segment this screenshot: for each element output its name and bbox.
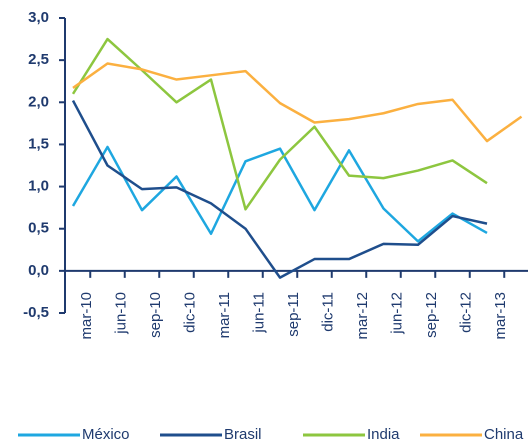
y-tick-label: 2,0 <box>28 93 49 110</box>
x-tick-label: jun-11 <box>250 292 267 334</box>
legend-label: China <box>484 426 524 443</box>
y-tick-label: -0,5 <box>23 304 49 321</box>
x-tick-label: mar-12 <box>354 292 371 340</box>
series-line <box>72 62 523 143</box>
x-tick-label: dic-10 <box>181 292 198 333</box>
x-tick-label: mar-10 <box>78 292 95 340</box>
x-tick-label: jun-10 <box>112 292 129 335</box>
x-tick-label: mar-11 <box>216 292 233 338</box>
x-tick-label: sep-11 <box>285 292 302 337</box>
legend-label: Brasil <box>224 426 262 443</box>
x-tick-label: sep-12 <box>423 292 440 338</box>
y-tick-label: 2,5 <box>28 51 49 68</box>
legend-label: México <box>82 426 130 443</box>
x-tick-label: dic-11 <box>319 292 336 332</box>
y-tick-label: 3,0 <box>28 9 49 26</box>
y-tick-label: 0,0 <box>28 262 49 279</box>
x-tick-label: jun-13 <box>526 292 528 335</box>
series-line <box>71 100 488 279</box>
y-tick-label: 1,5 <box>28 135 49 152</box>
x-tick-label: jun-12 <box>388 292 405 335</box>
x-tick-label: sep-10 <box>147 292 164 338</box>
series-line <box>71 145 488 243</box>
x-tick-label: dic-12 <box>457 292 474 333</box>
y-tick-label: 1,0 <box>28 178 49 195</box>
x-tick-label: mar-13 <box>492 292 509 340</box>
legend-label: India <box>367 426 400 443</box>
y-tick-label: 0,5 <box>28 220 49 237</box>
